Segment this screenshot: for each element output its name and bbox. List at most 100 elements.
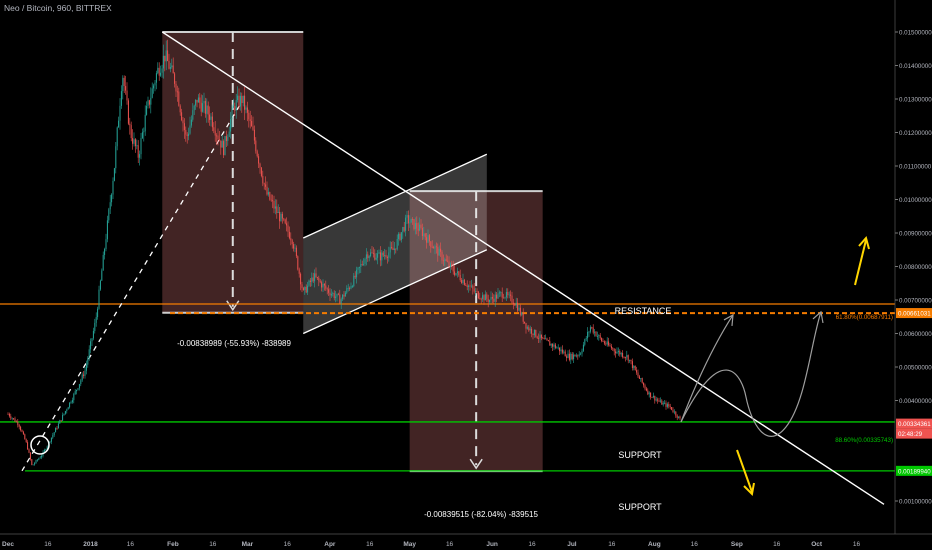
candle-body [18,424,20,427]
candle-body [435,246,437,248]
candle-body [78,384,80,389]
candle-body [11,418,13,420]
time-tick-label: Feb [167,541,179,548]
candle-body [353,275,355,287]
candle-body [143,131,145,133]
candle-body [330,293,332,296]
candle-body [398,233,400,240]
candle-body [127,100,129,124]
candle-body [370,252,372,257]
dashed-trendline [21,105,240,472]
candle-body [66,409,68,412]
candle-body [83,374,85,376]
candle-body [564,351,566,357]
annotation-fib886: 88.60%(0.00335743) [835,437,893,444]
up-arrow-head [858,235,870,250]
candle-body [542,337,544,339]
candle-body [636,370,638,373]
candle-body [164,55,166,62]
time-tick-label: 16 [853,541,861,548]
candle-body [482,295,484,300]
candle-body [605,343,607,345]
price-tick-label: 0.00400000 [899,398,932,405]
candle-body [676,415,678,418]
down-arrow-head [743,482,755,497]
candle-body [595,331,597,337]
candle-body [106,220,108,240]
candle-body [559,347,561,352]
candle-body [274,206,276,209]
candle-body [277,211,279,213]
candle-body [168,60,170,69]
candle-body [307,285,309,293]
candle-body [174,73,176,84]
candle-body [15,421,17,423]
candle-body [430,241,432,247]
candle-body [328,289,330,293]
candle-body [132,138,134,144]
candle-body [146,105,148,115]
price-label-bg [896,428,932,439]
candle-body [220,140,222,148]
candle-body [183,123,185,131]
candle-body [102,254,104,271]
candle-body [484,294,486,301]
candle-body [297,256,299,270]
candle-body [431,246,433,248]
candle-body [203,101,205,104]
candle-body [214,130,216,136]
candle-body [449,263,451,267]
candle-body [360,264,362,267]
time-tick-label: Apr [324,541,336,548]
candle-body [428,235,430,242]
candle-body [136,145,138,147]
candle-body [209,114,211,120]
candle-body [213,127,215,131]
candle-body [185,130,187,135]
candle-body [80,380,82,385]
candle-body [568,353,570,360]
candle-body [235,100,237,111]
candle-body [490,296,492,301]
candle-body [497,293,499,299]
candle-body [574,354,576,357]
candle-body [518,307,520,311]
candle-body [122,77,124,92]
candle-body [339,294,341,304]
candle-body [571,353,573,360]
candle-body [43,449,45,452]
candle-body [451,263,453,267]
time-tick-label: Mar [242,541,254,548]
candle-body [153,85,155,89]
candle-body [319,280,321,283]
candle-body [253,129,255,141]
candle-body [59,420,61,424]
candle-body [349,287,351,289]
candle-body [545,338,547,340]
price-tick-label: 0.00500000 [899,365,932,372]
price-tick-label: 0.00100000 [899,499,932,506]
candle-body [270,199,272,201]
candle-body [396,239,398,250]
candle-body [195,99,197,106]
candle-body [52,434,54,438]
candle-body [528,327,530,331]
candle-body [535,329,537,337]
candle-body [413,219,415,230]
candle-body [609,345,611,347]
candle-body [151,88,153,98]
candle-body [658,400,660,402]
candle-body [269,192,271,200]
time-tick-label: 16 [209,541,217,548]
time-tick-label: Aug [648,541,661,548]
candle-body [171,65,173,68]
candle-body [101,270,103,281]
candle-body [672,409,674,412]
annotation-support1: SUPPORT [618,450,662,460]
annotation-support2: SUPPORT [618,502,662,512]
candle-body [549,341,551,346]
candle-body [74,391,76,394]
candle-body [480,298,482,300]
candle-body [267,192,269,195]
